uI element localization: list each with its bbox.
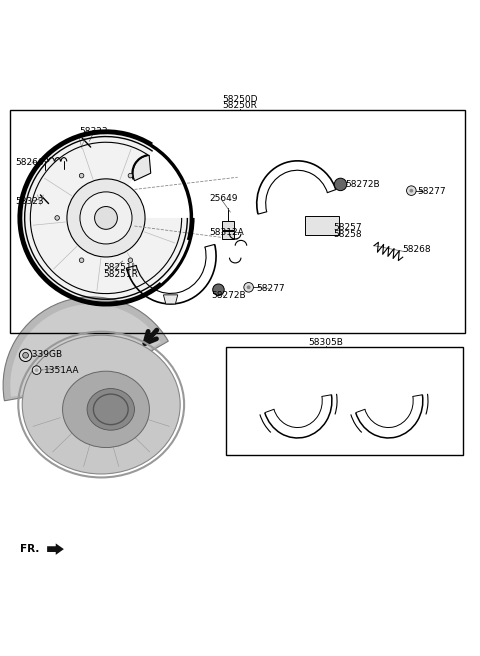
Circle shape <box>128 173 132 178</box>
Bar <box>305 216 339 235</box>
Bar <box>10 110 465 333</box>
Ellipse shape <box>22 335 180 474</box>
Circle shape <box>95 207 118 230</box>
Text: 58257: 58257 <box>333 223 362 232</box>
Text: 58251R: 58251R <box>104 270 138 279</box>
Circle shape <box>23 352 28 358</box>
Circle shape <box>128 258 132 262</box>
Circle shape <box>79 258 84 262</box>
Wedge shape <box>22 134 190 302</box>
Circle shape <box>79 173 84 178</box>
Circle shape <box>213 284 224 295</box>
Bar <box>226 347 463 455</box>
Text: 58268: 58268 <box>403 245 432 253</box>
Circle shape <box>19 349 32 361</box>
Circle shape <box>80 192 132 244</box>
Text: 58266: 58266 <box>15 158 44 167</box>
Circle shape <box>407 186 416 195</box>
Wedge shape <box>106 150 190 218</box>
Polygon shape <box>163 295 178 304</box>
Circle shape <box>32 366 41 375</box>
Text: 58258: 58258 <box>333 230 362 239</box>
Wedge shape <box>10 304 161 397</box>
Text: 25649: 25649 <box>209 194 238 203</box>
Text: 58323: 58323 <box>15 197 44 206</box>
Circle shape <box>55 216 60 220</box>
Text: 58305B: 58305B <box>309 338 344 347</box>
Circle shape <box>35 368 38 372</box>
Text: 58272B: 58272B <box>211 291 246 300</box>
Text: 58250R: 58250R <box>223 101 257 110</box>
Wedge shape <box>133 155 151 181</box>
Circle shape <box>409 189 413 193</box>
Text: 58312A: 58312A <box>209 228 244 237</box>
Circle shape <box>247 285 251 289</box>
Text: 58251L: 58251L <box>104 263 137 272</box>
Circle shape <box>67 179 145 257</box>
Polygon shape <box>47 543 64 555</box>
Text: 58272B: 58272B <box>345 180 380 189</box>
Circle shape <box>334 178 347 191</box>
Text: 1339GB: 1339GB <box>27 350 63 359</box>
Ellipse shape <box>62 371 149 447</box>
Circle shape <box>244 283 253 292</box>
Text: 58277: 58277 <box>417 187 446 196</box>
Text: FR.: FR. <box>20 544 39 554</box>
Bar <box>222 231 234 239</box>
Text: 1351AA: 1351AA <box>44 365 79 375</box>
Wedge shape <box>3 297 168 401</box>
Text: 58277: 58277 <box>257 284 286 293</box>
Bar <box>222 221 234 230</box>
Text: 58323: 58323 <box>80 127 108 136</box>
Ellipse shape <box>87 388 134 430</box>
Text: 58250D: 58250D <box>222 94 258 104</box>
